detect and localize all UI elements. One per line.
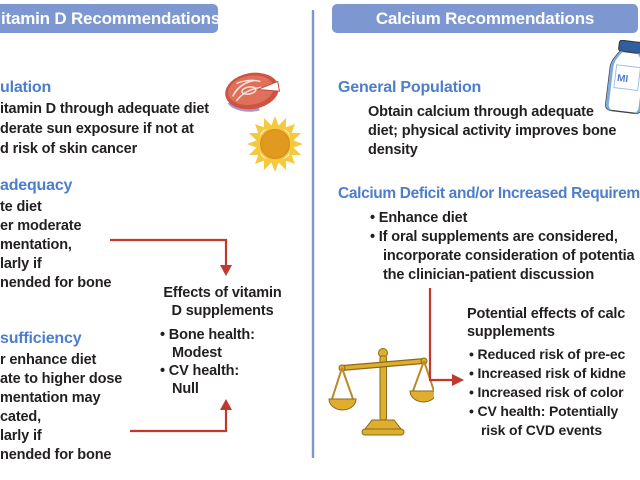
vitamin-d-panel-header-title: itamin D Recommendations — [1, 9, 221, 28]
vitd-effects-bullet-value: Null — [172, 381, 199, 397]
vitd-inadequacy-line: nended for bone — [0, 275, 112, 291]
milk-jug-icon: MI — [604, 40, 640, 118]
vitd-inadequacy-heading: adequacy — [0, 177, 73, 194]
vitd-inadequacy-line: larly if — [0, 256, 42, 272]
calcium-deficit-heading: Calcium Deficit and/or Increased Require… — [338, 185, 640, 202]
arrow-insufficiency-to-effects-icon — [130, 399, 232, 433]
calcium-deficit-bullet: • If oral supplements are considered, — [370, 229, 618, 245]
vitd-effects-title-line1: Effects of vitamin — [163, 285, 282, 301]
calcium-deficit-bullet: • Enhance diet — [370, 210, 468, 226]
vitd-insufficiency-line: ate to higher dose — [0, 371, 123, 387]
vitd-effects-bullet: • Bone health: — [160, 327, 255, 343]
vitd-insufficiency-line: nended for bone — [0, 447, 112, 463]
vitd-effects-bullet: • CV health: — [160, 363, 240, 379]
calcium-panel-header-title: Calcium Recommendations — [375, 8, 595, 28]
vitd-general-population-line: itamin D through adequate diet — [0, 101, 209, 117]
calcium-effects-bullet: • Increased risk of color — [469, 384, 624, 400]
milk-label-text: MI — [616, 73, 629, 85]
calcium-general-population-heading: General Population — [338, 79, 482, 96]
vitd-effects-title-line2: D supplements — [171, 303, 274, 319]
calcium-effects-bullet: • CV health: Potentially — [469, 403, 619, 419]
arrow-deficit-to-potential-effects-icon — [428, 288, 464, 386]
calcium-effects-bullet: • Reduced risk of pre-ec — [469, 346, 626, 362]
vitd-inadequacy-line: mentation, — [0, 237, 72, 253]
calcium-effects-title-line1: Potential effects of calc — [467, 306, 626, 322]
calcium-deficit-bullet-continuation: the clinician-patient discussion — [383, 267, 595, 283]
calcium-general-population-line: diet; physical activity improves bone — [368, 123, 617, 139]
vitd-general-population-line: derate sun exposure if not at — [0, 121, 194, 137]
vitamin-d-panel-header — [0, 4, 218, 33]
calcium-effects-bullet: • Increased risk of kidne — [469, 365, 626, 381]
vitd-inadequacy-line: te diet — [0, 199, 42, 215]
vitd-insufficiency-line: cated, — [0, 409, 42, 425]
vitd-insufficiency-line: mentation may — [0, 390, 101, 406]
vitd-inadequacy-line: er moderate — [0, 218, 82, 234]
calcium-deficit-bullet-continuation: incorporate consideration of potentia — [383, 248, 635, 264]
vitd-insufficiency-line: larly if — [0, 428, 42, 444]
vitd-general-population-line: d risk of skin cancer — [0, 141, 138, 157]
calcium-effects-bullet-continuation: risk of CVD events — [481, 422, 603, 438]
vitd-insufficiency-heading: sufficiency — [0, 330, 82, 347]
sun-icon — [246, 115, 304, 173]
salmon-steak-icon — [222, 66, 282, 116]
vitd-general-population-heading: ulation — [0, 79, 52, 96]
vitd-effects-bullet-value: Modest — [172, 345, 222, 361]
arrow-inadequacy-to-effects-icon — [110, 238, 232, 276]
calcium-effects-title-line2: supplements — [467, 324, 555, 340]
balance-scale-icon — [328, 346, 434, 436]
calcium-general-population-line: Obtain calcium through adequate — [368, 104, 594, 120]
vitd-insufficiency-line: r enhance diet — [0, 352, 97, 368]
calcium-general-population-line: density — [368, 142, 418, 158]
calcium-panel-header: Calcium Recommendations — [332, 4, 638, 33]
